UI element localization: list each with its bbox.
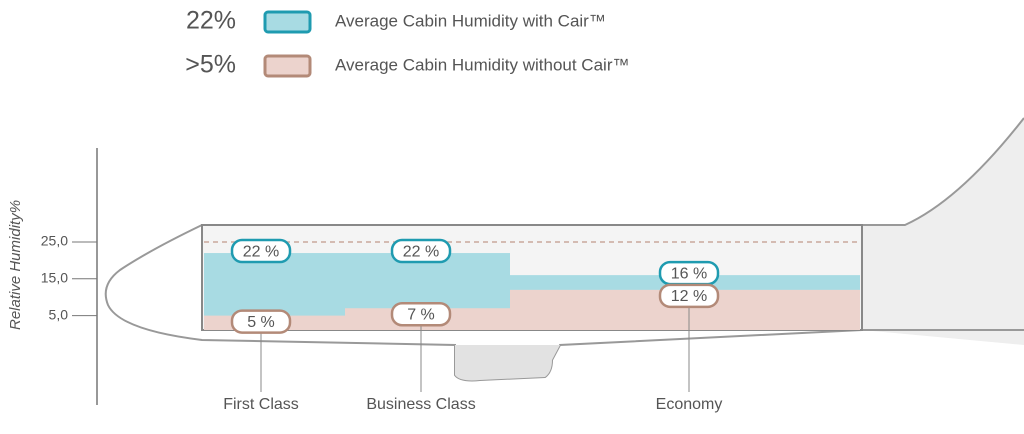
legend-value: >5% [185, 51, 236, 79]
value-label-box [390, 301, 452, 327]
legend-label: Average Cabin Humidity without Cair™ [335, 55, 629, 74]
value-label-box [390, 238, 452, 264]
y-tick-label: 25,0 [41, 233, 68, 249]
y-tick-label: 15,0 [41, 270, 68, 286]
value-label-box [230, 309, 292, 334]
value-label-box [658, 283, 720, 309]
x-tick-label: Business Class [366, 396, 475, 413]
legend-value: 22% [186, 7, 236, 35]
value-label: 12 % [671, 288, 707, 305]
fuselage-top [202, 117, 1024, 226]
x-tick-label: First Class [223, 396, 299, 413]
value-label: 5 % [247, 314, 275, 331]
value-label: 22 % [243, 243, 279, 260]
value-label: 16 % [671, 265, 707, 282]
legend-swatch [263, 10, 312, 34]
legend-swatch [263, 54, 312, 78]
y-axis-label: Relative Humidity% [7, 200, 24, 330]
wing-fairing [455, 345, 560, 381]
value-label: 22 % [403, 243, 439, 260]
tail-shade [862, 118, 1024, 345]
legend-label: Average Cabin Humidity with Cair™ [335, 11, 606, 30]
y-tick-label: 5,0 [49, 306, 69, 322]
value-label: 7 % [407, 306, 435, 323]
value-label-box [230, 238, 292, 264]
x-tick-label: Economy [656, 396, 723, 413]
